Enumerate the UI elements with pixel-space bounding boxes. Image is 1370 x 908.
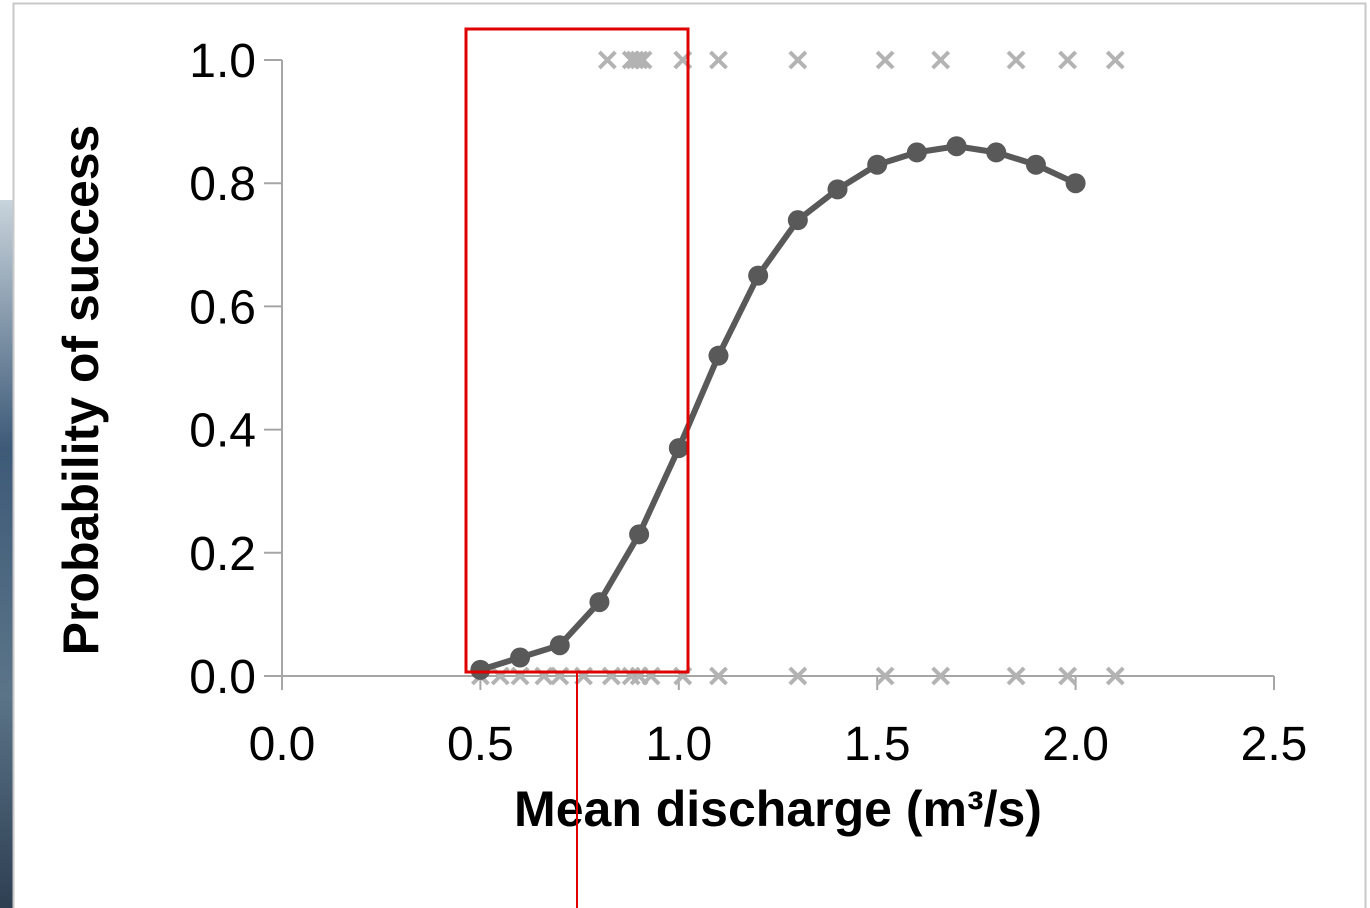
point bbox=[510, 647, 531, 668]
x-marker bbox=[1105, 666, 1125, 686]
point bbox=[748, 265, 769, 286]
frame bbox=[12, 2, 1367, 908]
x-marker bbox=[1058, 666, 1078, 686]
x-marker bbox=[1105, 50, 1125, 70]
point bbox=[906, 142, 927, 163]
point bbox=[668, 438, 689, 459]
highlight-box bbox=[464, 27, 690, 674]
point bbox=[1065, 173, 1086, 194]
x-marker bbox=[1058, 50, 1078, 70]
y-tick-label: 0.0 bbox=[189, 651, 256, 704]
point bbox=[470, 659, 491, 680]
point bbox=[867, 154, 888, 175]
x-marker bbox=[788, 666, 808, 686]
y-tick-label: 0.2 bbox=[189, 528, 256, 581]
point bbox=[986, 142, 1007, 163]
point bbox=[787, 210, 808, 231]
point bbox=[827, 179, 848, 200]
x-tick-label: 1.5 bbox=[844, 718, 911, 771]
x-marker bbox=[633, 50, 653, 70]
x-marker bbox=[629, 50, 649, 70]
y-tick-label: 0.8 bbox=[189, 158, 256, 211]
x-tick-label: 1.0 bbox=[645, 718, 712, 771]
x-marker bbox=[875, 50, 895, 70]
x-axis-title: Mean discharge (m³/s) bbox=[514, 781, 1042, 837]
x-tick-label: 2.0 bbox=[1042, 718, 1109, 771]
point bbox=[549, 635, 570, 656]
point bbox=[629, 524, 650, 545]
x-marker bbox=[931, 666, 951, 686]
y-tick-label: 0.6 bbox=[189, 281, 256, 334]
x-marker bbox=[1006, 666, 1026, 686]
point bbox=[708, 345, 729, 366]
x-marker bbox=[931, 50, 951, 70]
x-marker bbox=[597, 50, 617, 70]
plot-area: 0.0 0.2 0.4 0.6 0.8 1.0 0.0 0.5 1.0 1.5 2.0 2.5 bbox=[189, 35, 1307, 771]
background-photo-edge bbox=[0, 200, 13, 908]
y-axis-title: Probability of success bbox=[53, 125, 109, 656]
x-tick-label: 0.0 bbox=[249, 718, 316, 771]
series-line bbox=[479, 143, 1077, 673]
point bbox=[1025, 154, 1046, 175]
x-marker bbox=[709, 50, 728, 70]
x-tick-label: 2.5 bbox=[1241, 718, 1308, 771]
x-marker bbox=[788, 50, 808, 70]
point bbox=[946, 136, 967, 157]
x-marker bbox=[875, 666, 895, 686]
x-marker bbox=[709, 666, 728, 686]
point bbox=[589, 592, 610, 613]
y-tick-label: 0.4 bbox=[189, 405, 256, 458]
x-marker bbox=[1006, 50, 1026, 70]
y-tick-label: 1.0 bbox=[189, 35, 256, 88]
x-tick-label: 0.5 bbox=[447, 718, 514, 771]
